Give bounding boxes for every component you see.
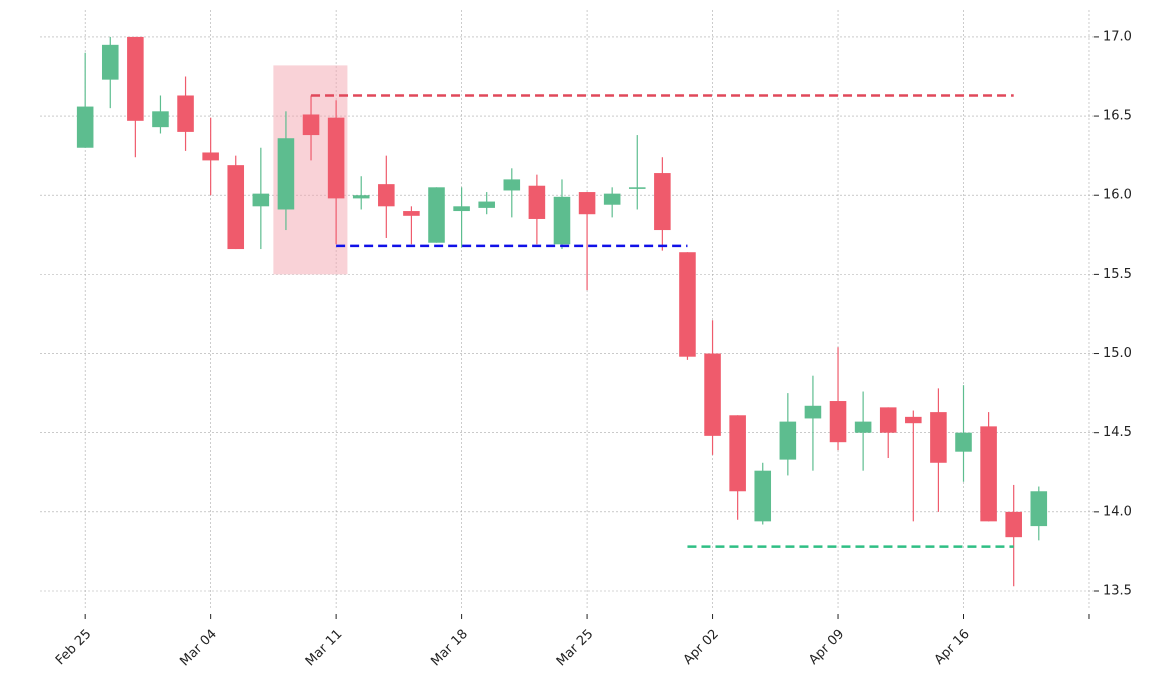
candle-body bbox=[1030, 491, 1048, 527]
y-tick-label: 14.0 bbox=[1103, 504, 1132, 519]
candle-body bbox=[302, 114, 320, 136]
candle-body bbox=[503, 179, 521, 191]
candle-body bbox=[905, 416, 922, 424]
x-tick-label: Mar 04 bbox=[177, 627, 220, 670]
candle-body bbox=[955, 432, 972, 452]
x-tick-label: Apr 02 bbox=[681, 627, 722, 668]
candle-body bbox=[528, 185, 546, 219]
candle-body bbox=[403, 211, 420, 216]
candle-body bbox=[202, 152, 219, 161]
candle-body bbox=[854, 421, 872, 433]
candle-body bbox=[779, 421, 797, 460]
x-tick-label: Mar 18 bbox=[428, 627, 471, 670]
candle-body bbox=[227, 165, 245, 250]
candle-body bbox=[478, 201, 495, 208]
candle-body bbox=[980, 426, 997, 522]
candle-body bbox=[829, 401, 847, 443]
candle-body bbox=[453, 206, 470, 212]
candle-body bbox=[754, 470, 772, 522]
candle-body bbox=[277, 138, 295, 210]
x-tick-label: Apr 16 bbox=[932, 627, 973, 668]
y-tick-label: 16.0 bbox=[1103, 188, 1132, 203]
candle-body bbox=[930, 412, 947, 463]
y-tick-label: 15.0 bbox=[1103, 346, 1132, 361]
candle-body bbox=[327, 117, 345, 199]
candle-body bbox=[127, 36, 144, 121]
y-tick-label: 13.5 bbox=[1103, 584, 1132, 599]
candle-body bbox=[101, 44, 119, 80]
candle-body bbox=[804, 405, 822, 419]
candle-body bbox=[654, 173, 671, 231]
candle-body bbox=[603, 193, 621, 205]
candle-body bbox=[879, 407, 897, 433]
candle-body bbox=[352, 195, 370, 199]
y-tick-label: 16.5 bbox=[1103, 109, 1132, 124]
candle-body bbox=[679, 252, 696, 357]
y-tick-label: 15.5 bbox=[1103, 267, 1132, 282]
candle-body bbox=[553, 196, 571, 245]
candle-body bbox=[578, 192, 596, 215]
y-tick-label: 17.0 bbox=[1103, 29, 1132, 44]
y-tick-label: 14.5 bbox=[1103, 425, 1132, 440]
candle-body bbox=[428, 187, 445, 243]
candle-body bbox=[378, 184, 395, 207]
candle-body bbox=[1005, 511, 1022, 538]
candle-body bbox=[252, 193, 270, 207]
x-tick-label: Mar 11 bbox=[303, 627, 346, 670]
x-tick-label: Feb 25 bbox=[53, 627, 95, 669]
candle-body bbox=[704, 353, 721, 436]
candle-body bbox=[177, 95, 194, 132]
candle-body bbox=[152, 111, 169, 128]
x-tick-label: Mar 25 bbox=[554, 627, 597, 670]
x-tick-label: Apr 09 bbox=[806, 627, 847, 668]
candle-body bbox=[628, 187, 646, 189]
candle-body bbox=[76, 106, 94, 148]
candle-body bbox=[729, 415, 746, 492]
